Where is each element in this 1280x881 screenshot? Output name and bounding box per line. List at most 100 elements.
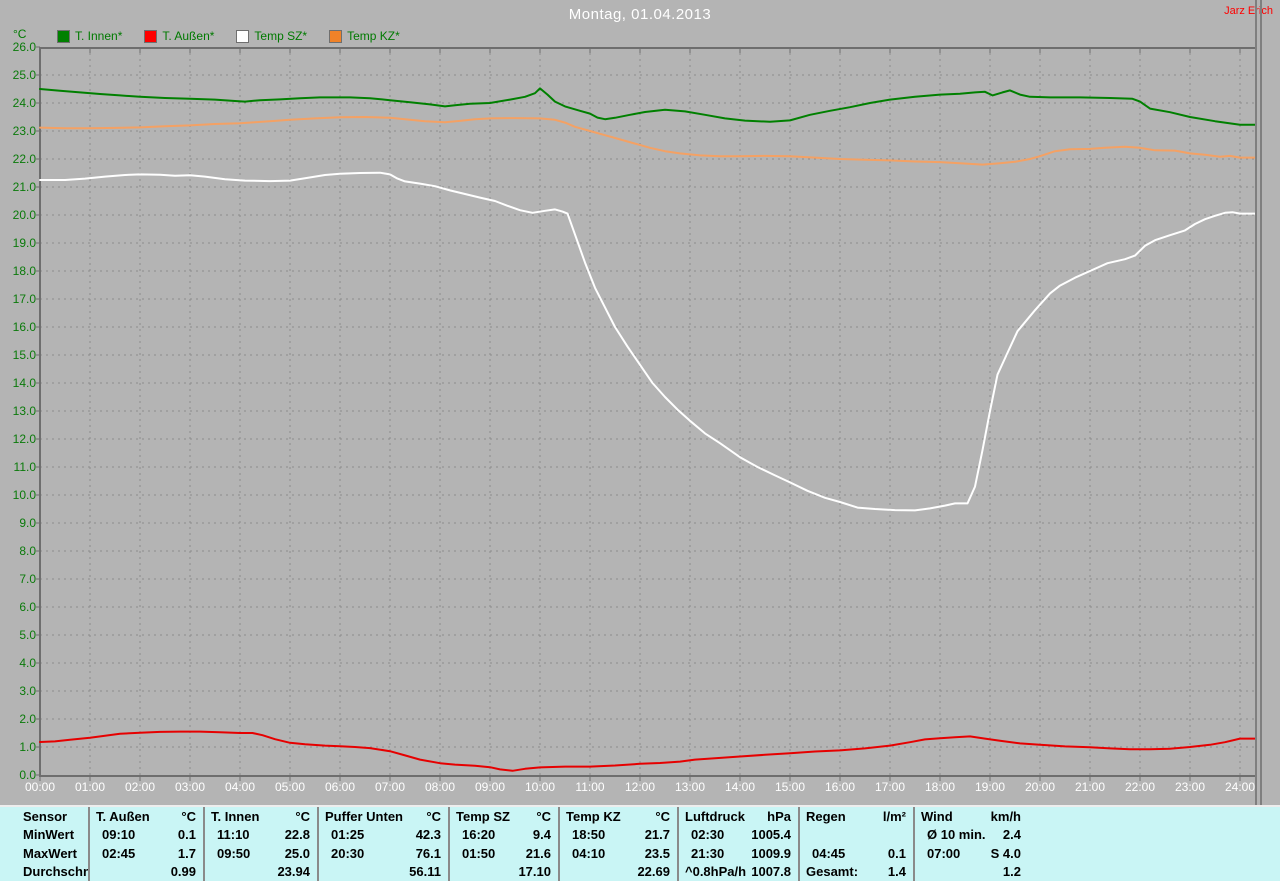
y-tick-label: 25.0 [12, 68, 36, 82]
y-tick-label: 9.0 [19, 516, 36, 530]
x-tick-label: 10:00 [524, 780, 556, 794]
y-tick-label: 6.0 [19, 600, 36, 614]
column-unit: l/m² [882, 808, 906, 824]
y-tick-label: 8.0 [19, 544, 36, 558]
x-tick-label: 02:00 [124, 780, 156, 794]
table-row-maxwert: 04:45 0.1 [800, 844, 913, 863]
x-tick-label: 05:00 [274, 780, 306, 794]
series-line-t-au-en [39, 730, 1256, 772]
x-tick-label: 22:00 [1124, 780, 1156, 794]
y-tick-label: 17.0 [12, 292, 36, 306]
avg-value: 23.94 [277, 864, 310, 880]
y-tick-label: 22.0 [12, 152, 36, 166]
column-unit: °C [536, 808, 551, 824]
y-tick-label: 2.0 [19, 712, 36, 726]
min-value: 2.4 [1002, 827, 1021, 843]
legend-swatch-temp-sz [236, 29, 250, 43]
legend-item-t-innen[interactable]: T. Innen* [57, 29, 122, 43]
table-row-label: MinWert [0, 826, 88, 845]
table-row-durchschnitt: ^0.8hPa/h 1007.8 [679, 863, 798, 881]
max-value: 21.6 [525, 845, 551, 861]
avg-value: 1.4 [887, 864, 906, 880]
table-column-t-au-en: T. Außen °C 09:10 0.1 02:45 1.7 0.99 [88, 807, 203, 881]
table-row-durchschnitt: 17.10 [450, 863, 558, 881]
max-value: 1.7 [177, 845, 196, 861]
table-row-minwert: 09:10 0.1 [90, 826, 203, 845]
legend-label: Temp SZ* [254, 29, 308, 43]
max-time: 21:30 [691, 845, 725, 861]
avg-value: 22.69 [637, 864, 670, 880]
table-row-minwert: Ø 10 min. 2.4 [915, 826, 1028, 845]
panel-right-edge [1255, 0, 1257, 806]
y-tick-label: 14.0 [12, 376, 36, 390]
column-unit: °C [426, 808, 441, 824]
x-tick-label: 19:00 [974, 780, 1006, 794]
y-tick-label: 16.0 [12, 320, 36, 334]
table-row-label: MaxWert [0, 844, 88, 863]
row-label-minwert: MinWert [23, 827, 75, 843]
avg-label: ^0.8hPa/h [685, 864, 747, 880]
y-tick-label: 20.0 [12, 208, 36, 222]
table-row-maxwert: 04:10 23.5 [560, 844, 677, 863]
table-row-maxwert: 07:00 S 4.0 [915, 844, 1028, 863]
column-name: Puffer Unten [325, 808, 403, 824]
row-label-maxwert: MaxWert [23, 845, 77, 861]
max-value: 23.5 [644, 845, 670, 861]
max-value: 1009.9 [751, 845, 791, 861]
window-right-edge [1260, 0, 1262, 806]
legend-swatch-t-au-en [144, 29, 158, 43]
y-tick-label: 26.0 [12, 40, 36, 54]
table-row-maxwert: 21:30 1009.9 [679, 844, 798, 863]
x-tick-label: 03:00 [174, 780, 206, 794]
x-tick-label: 21:00 [1074, 780, 1106, 794]
table-row-durchschnitt: 1.2 [915, 863, 1028, 881]
column-unit: km/h [990, 808, 1021, 824]
avg-value: 1007.8 [751, 864, 791, 880]
legend-label: Temp KZ* [347, 29, 400, 43]
column-name: T. Innen [211, 808, 260, 824]
y-tick-label: 0.0 [19, 768, 36, 782]
min-time: 11:10 [217, 827, 250, 843]
max-value: 76.1 [415, 845, 441, 861]
y-tick-label: 11.0 [13, 460, 36, 474]
table-row-label: Sensor [0, 807, 88, 826]
x-tick-label: 12:00 [624, 780, 656, 794]
legend-swatch-temp-kz [329, 29, 343, 43]
max-time: 20:30 [331, 845, 365, 861]
avg-value: 17.10 [518, 864, 551, 880]
y-tick-label: 5.0 [19, 628, 36, 642]
temperature-chart [36, 46, 1256, 781]
legend-label: T. Außen* [162, 29, 215, 43]
table-row-durchschnitt: 22.69 [560, 863, 677, 881]
x-tick-label: 17:00 [874, 780, 906, 794]
min-value: 9.4 [532, 827, 551, 843]
legend-item-temp-sz[interactable]: Temp SZ* [236, 29, 307, 43]
series-line-temp-sz [39, 171, 1256, 512]
legend-item-temp-kz[interactable]: Temp KZ* [329, 29, 400, 43]
table-header-row: T. Außen °C [90, 807, 203, 826]
x-tick-label: 11:00 [575, 780, 605, 794]
table-column-temp-sz: Temp SZ °C 16:20 9.4 01:50 21.6 17.10 [448, 807, 558, 881]
min-time: 02:30 [691, 827, 725, 843]
table-header-sensor: Sensor [23, 808, 68, 824]
table-row-minwert: 11:10 22.8 [205, 826, 317, 845]
series-line-temp-kz [39, 116, 1256, 166]
table-column-regen: Regen l/m² 04:45 0.1 Gesamt: 1.4 [798, 807, 913, 881]
column-unit: °C [295, 808, 310, 824]
x-tick-label: 00:00 [24, 780, 56, 794]
legend-item-t-au-en[interactable]: T. Außen* [144, 29, 214, 43]
table-header-row: Puffer Unten °C [319, 807, 448, 826]
y-tick-label: 24.0 [12, 96, 36, 110]
column-name: Wind [921, 808, 953, 824]
page-title: Montag, 01.04.2013 [568, 6, 712, 23]
table-row-durchschnitt: 56.11 [319, 863, 448, 881]
table-header-row: Luftdruck hPa [679, 807, 798, 826]
table-header-row: T. Innen °C [205, 807, 317, 826]
table-row-maxwert: 02:45 1.7 [90, 844, 203, 863]
table-column-luftdruck: Luftdruck hPa 02:30 1005.4 21:30 1009.9 ^0.8hP… [677, 807, 798, 881]
column-name: Luftdruck [685, 808, 745, 824]
avg-value: 56.11 [409, 864, 441, 880]
x-tick-label: 23:00 [1174, 780, 1206, 794]
min-time: 01:25 [331, 827, 365, 843]
legend-swatch-t-innen [57, 29, 70, 43]
